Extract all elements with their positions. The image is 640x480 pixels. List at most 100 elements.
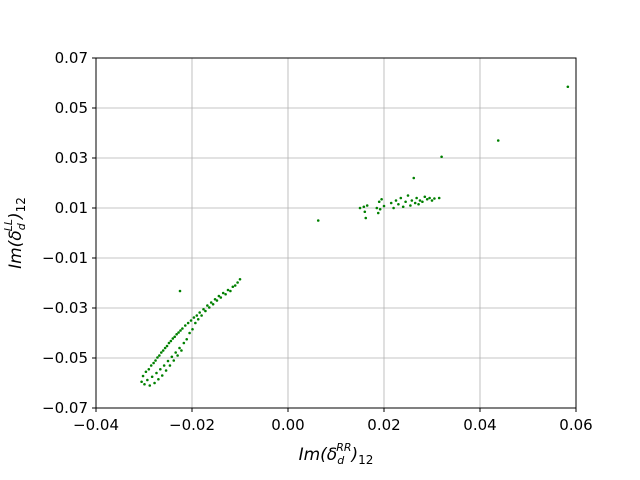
x-tick-label: 0.00	[271, 416, 304, 434]
scatter-point	[412, 176, 416, 180]
x-tick-label: −0.04	[73, 416, 119, 434]
scatter-point	[173, 335, 177, 339]
y-axis-ticks: −0.07 −0.05 −0.03 −0.01 0.01 0.03 0.05 0.07	[42, 49, 96, 417]
scatter-point	[178, 346, 181, 350]
scatter-point	[378, 207, 382, 211]
scatter-point	[365, 204, 369, 207]
scatter-point	[496, 139, 500, 142]
scatter-point	[362, 205, 366, 209]
scatter-point	[159, 351, 163, 354]
scatter-point	[425, 197, 429, 201]
scatter-point	[165, 344, 169, 348]
scatter-point	[392, 206, 395, 210]
scatter-point	[389, 201, 393, 205]
scatter-point	[410, 199, 414, 202]
scatter-point	[167, 341, 171, 345]
scatter-point	[174, 351, 177, 354]
x-axis-ticks: −0.04 −0.02 0.00 0.02 0.04 0.06	[73, 408, 593, 434]
scatter-point	[417, 202, 420, 206]
scatter-point	[146, 378, 149, 382]
scatter-point	[177, 331, 180, 334]
scatter-point	[401, 205, 405, 209]
scatter-point	[236, 281, 239, 284]
y-tick-label: 0.01	[55, 199, 88, 217]
scatter-point	[157, 377, 160, 381]
scatter-point	[363, 210, 367, 214]
y-tick-label: −0.05	[42, 349, 88, 367]
scatter-point	[180, 349, 183, 352]
scatter-point	[181, 327, 184, 330]
scatter-point	[423, 195, 427, 199]
scatter-point	[182, 341, 186, 345]
scatter-point	[160, 374, 164, 377]
scatter-points	[140, 85, 570, 387]
scatter-point	[397, 202, 400, 206]
scatter-point	[196, 317, 200, 321]
x-tick-label: 0.04	[463, 416, 496, 434]
scatter-point	[219, 296, 223, 299]
scatter-point	[148, 384, 152, 387]
scatter-point	[231, 285, 235, 289]
scatter-point	[141, 374, 145, 378]
scatter-point	[566, 85, 570, 89]
y-tick-label: −0.01	[42, 249, 88, 267]
scatter-point	[192, 316, 196, 319]
scatter-point	[207, 306, 211, 309]
scatter-point	[172, 359, 176, 362]
scatter-point	[185, 337, 189, 341]
y-tick-label: 0.03	[55, 149, 88, 167]
scatter-point	[316, 219, 320, 222]
scatter-point	[217, 294, 221, 298]
scatter-point	[377, 200, 381, 204]
plot-frame	[95, 57, 577, 409]
scatter-point	[428, 196, 431, 200]
x-tick-label: −0.02	[169, 416, 215, 434]
scatter-point	[221, 291, 225, 295]
scatter-point	[209, 301, 213, 304]
scatter-point	[430, 199, 434, 202]
scatter-point	[380, 197, 383, 201]
scatter-point	[169, 339, 173, 343]
scatter-point	[409, 204, 412, 207]
scatter-point	[154, 359, 157, 362]
scatter-point	[437, 196, 441, 200]
scatter-point	[233, 284, 237, 287]
scatter-point	[399, 196, 403, 200]
scatter-point	[183, 324, 187, 327]
scatter-point	[406, 194, 410, 197]
scatter-point	[213, 297, 217, 301]
scatter-point	[159, 367, 162, 371]
scatter-point	[224, 292, 227, 296]
scatter-point	[206, 304, 209, 307]
scatter-point	[194, 321, 197, 325]
scatter-point	[162, 364, 166, 367]
scatter-point	[198, 311, 201, 314]
scatter-point	[413, 201, 417, 205]
scatter-point	[226, 288, 230, 292]
scatter-point	[163, 346, 167, 350]
scatter-point	[179, 329, 182, 332]
scatter-point	[229, 289, 232, 293]
scatter-point	[211, 302, 215, 306]
scatter-point	[143, 382, 146, 386]
scatter-point	[200, 314, 203, 317]
scatter-point	[418, 199, 422, 202]
scatter-point	[191, 327, 194, 331]
scatter-point	[161, 349, 165, 352]
scatter-point	[186, 321, 190, 325]
scatter-point	[168, 364, 172, 367]
y-tick-label: −0.07	[42, 399, 88, 417]
scatter-point	[158, 354, 161, 357]
y-axis-label: Im(δdLL)12	[2, 197, 28, 269]
scatter-point	[164, 369, 168, 372]
scatter-point	[404, 200, 407, 204]
y-tick-label: 0.07	[55, 49, 88, 67]
scatter-point	[166, 359, 170, 363]
scatter-point	[375, 206, 379, 210]
x-tick-label: 0.06	[559, 416, 592, 434]
scatter-point	[421, 200, 424, 204]
x-tick-label: 0.02	[367, 416, 400, 434]
scatter-point	[155, 371, 158, 375]
scatter-point	[238, 277, 242, 281]
